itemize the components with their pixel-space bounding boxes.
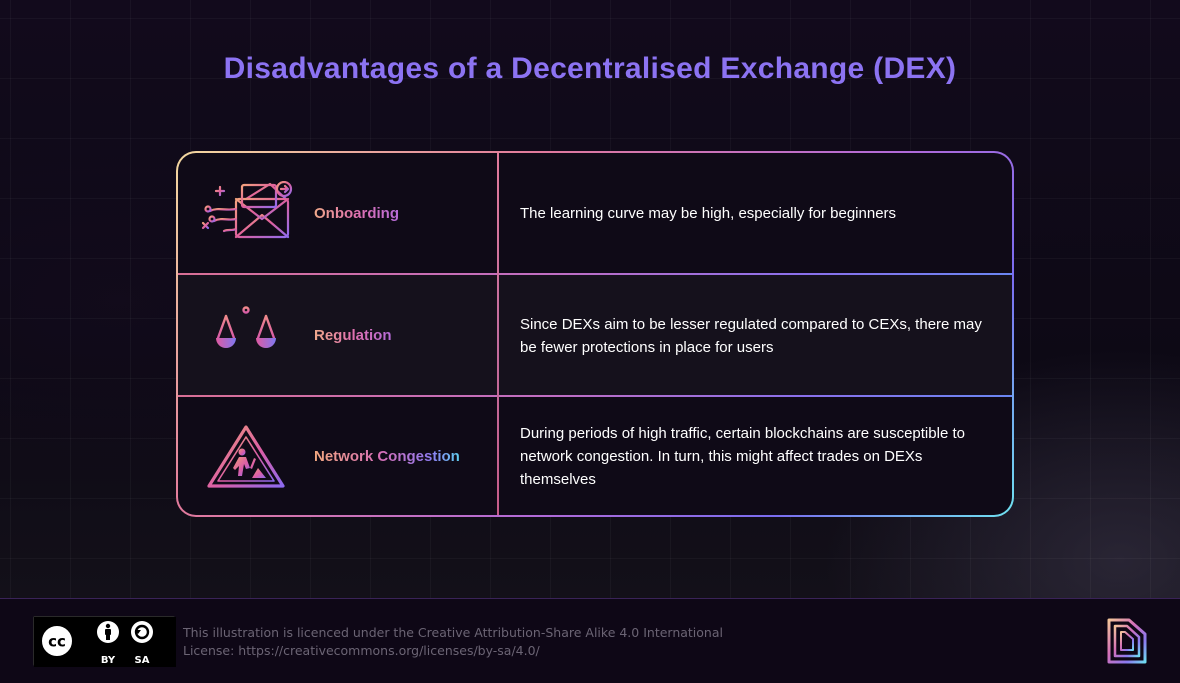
table-row: Onboarding The learning curve may be hig… — [178, 153, 1012, 273]
row-label: Network Congestion — [314, 447, 460, 465]
brand-logo — [1105, 616, 1149, 671]
row-description: Since DEXs aim to be lesser regulated co… — [520, 315, 982, 356]
envelope-icon — [198, 173, 294, 253]
license-line: This illustration is licenced under the … — [183, 625, 723, 640]
row-description: The learning curve may be high, especial… — [520, 204, 897, 222]
row-description: During periods of high traffic, certain … — [520, 424, 965, 488]
disadvantages-table: Onboarding The learning curve may be hig… — [176, 151, 1014, 517]
scales-icon — [198, 296, 294, 376]
cc-icon — [40, 624, 74, 658]
page-title: Disadvantages of a Decentralised Exchang… — [223, 52, 957, 85]
row-divider — [178, 273, 1012, 275]
sa-icon — [131, 621, 153, 643]
row-label-cell: Regulation — [178, 275, 498, 396]
by-icon — [97, 621, 119, 643]
construction-warning-icon — [198, 416, 294, 496]
row-label: Onboarding — [314, 204, 399, 222]
column-divider — [497, 153, 499, 515]
row-label-cell: Network Congestion — [178, 397, 498, 515]
license-link: License: https://creativecommons.org/lic… — [183, 643, 540, 658]
footer: cc BY SA This illustration is licenced u… — [0, 598, 1180, 683]
row-label-cell: Onboarding — [178, 153, 498, 273]
license-text: This illustration is licenced under the … — [183, 624, 723, 660]
table-row: Regulation Since DEXs aim to be lesser r… — [178, 275, 1012, 396]
table-row: Network Congestion During periods of hig… — [178, 397, 1012, 515]
svg-text:SA: SA — [135, 655, 150, 666]
row-label: Regulation — [314, 327, 392, 344]
cc-by-sa-badge: cc BY SA — [33, 616, 176, 667]
row-divider — [178, 395, 1012, 397]
svg-text:BY: BY — [101, 655, 116, 666]
svg-text:cc: cc — [48, 633, 66, 651]
